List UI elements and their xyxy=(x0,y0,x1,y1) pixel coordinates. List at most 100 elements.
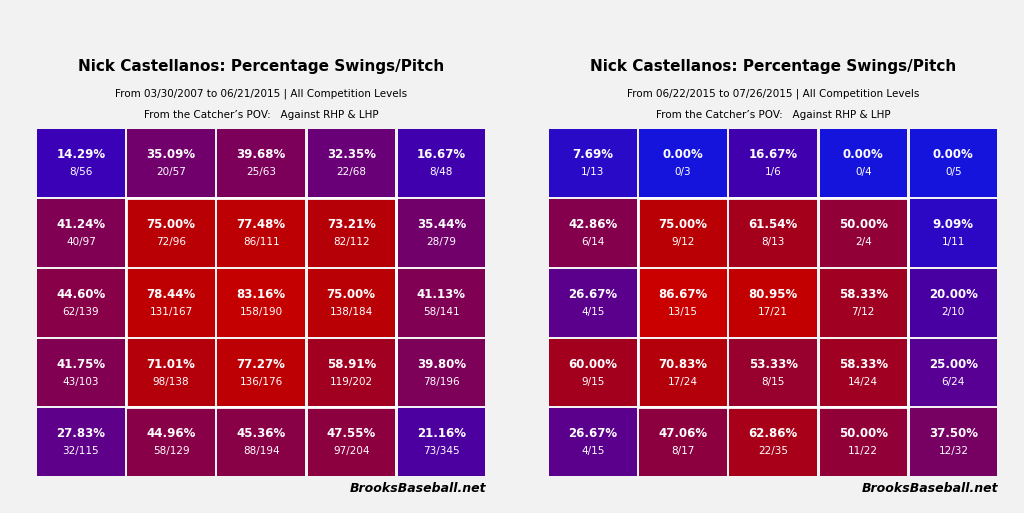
Text: 78.44%: 78.44% xyxy=(146,288,196,301)
Text: 60.00%: 60.00% xyxy=(568,358,617,370)
Text: 131/167: 131/167 xyxy=(150,307,193,317)
Text: 77.27%: 77.27% xyxy=(237,358,286,370)
Bar xyxy=(307,199,395,267)
Text: 71.01%: 71.01% xyxy=(146,358,196,370)
Text: 78/196: 78/196 xyxy=(423,377,460,386)
Text: 0.00%: 0.00% xyxy=(933,148,974,161)
Bar xyxy=(909,129,997,197)
Text: 88/194: 88/194 xyxy=(243,446,280,456)
Bar xyxy=(909,199,997,267)
Text: 80.95%: 80.95% xyxy=(749,288,798,301)
Bar xyxy=(549,408,637,476)
Bar xyxy=(549,199,637,267)
Bar xyxy=(639,199,727,267)
Bar xyxy=(127,129,215,197)
Bar xyxy=(397,269,485,337)
Text: 28/79: 28/79 xyxy=(426,237,457,247)
Text: 98/138: 98/138 xyxy=(153,377,189,386)
Bar xyxy=(819,408,907,476)
Bar xyxy=(127,269,215,337)
Text: 41.13%: 41.13% xyxy=(417,288,466,301)
Text: 4/15: 4/15 xyxy=(582,307,604,317)
Text: 4/15: 4/15 xyxy=(582,446,604,456)
Text: 12/32: 12/32 xyxy=(938,446,969,456)
Text: 8/15: 8/15 xyxy=(762,377,784,386)
Text: 0.00%: 0.00% xyxy=(663,148,703,161)
Bar xyxy=(549,129,637,197)
Bar xyxy=(819,269,907,337)
Text: 17/24: 17/24 xyxy=(668,377,698,386)
Bar xyxy=(127,408,215,476)
Text: 40/97: 40/97 xyxy=(66,237,96,247)
Text: 70.83%: 70.83% xyxy=(658,358,708,370)
Text: 43/103: 43/103 xyxy=(62,377,99,386)
Text: 32/115: 32/115 xyxy=(62,446,99,456)
Text: 39.80%: 39.80% xyxy=(417,358,466,370)
Text: 44.60%: 44.60% xyxy=(56,288,105,301)
Bar xyxy=(217,269,305,337)
Bar xyxy=(217,129,305,197)
Text: 35.44%: 35.44% xyxy=(417,218,466,231)
Bar xyxy=(909,339,997,406)
Text: 8/17: 8/17 xyxy=(672,446,694,456)
Text: 20/57: 20/57 xyxy=(156,167,186,177)
Bar xyxy=(729,129,817,197)
Bar xyxy=(729,339,817,406)
Text: 8/13: 8/13 xyxy=(762,237,784,247)
Text: BrooksBaseball.net: BrooksBaseball.net xyxy=(862,482,998,495)
Text: 1/6: 1/6 xyxy=(765,167,781,177)
Text: 7.69%: 7.69% xyxy=(572,148,613,161)
Text: 58.33%: 58.33% xyxy=(839,288,888,301)
Bar xyxy=(37,269,125,337)
Bar xyxy=(307,408,395,476)
Text: 0/3: 0/3 xyxy=(675,167,691,177)
Text: 61.54%: 61.54% xyxy=(749,218,798,231)
Text: 0/5: 0/5 xyxy=(945,167,962,177)
Text: 39.68%: 39.68% xyxy=(237,148,286,161)
Bar xyxy=(729,269,817,337)
Bar xyxy=(217,199,305,267)
Bar xyxy=(397,408,485,476)
Text: 1/11: 1/11 xyxy=(942,237,965,247)
Text: 73.21%: 73.21% xyxy=(327,218,376,231)
Text: Nick Castellanos: Percentage Swings/Pitch: Nick Castellanos: Percentage Swings/Pitc… xyxy=(590,59,956,74)
Text: 75.00%: 75.00% xyxy=(327,288,376,301)
Text: 62.86%: 62.86% xyxy=(749,427,798,440)
Bar xyxy=(307,129,395,197)
Bar xyxy=(819,199,907,267)
Text: 2/4: 2/4 xyxy=(855,237,871,247)
Text: 14/24: 14/24 xyxy=(848,377,879,386)
Text: 75.00%: 75.00% xyxy=(658,218,708,231)
Text: 62/139: 62/139 xyxy=(62,307,99,317)
Bar xyxy=(639,129,727,197)
Text: 136/176: 136/176 xyxy=(240,377,283,386)
Text: 25.00%: 25.00% xyxy=(929,358,978,370)
Text: 53.33%: 53.33% xyxy=(749,358,798,370)
Text: 9/15: 9/15 xyxy=(582,377,604,386)
Bar xyxy=(126,198,396,407)
Text: 26.67%: 26.67% xyxy=(568,427,617,440)
Text: 27.83%: 27.83% xyxy=(56,427,105,440)
Text: From the Catcher’s POV:   Against RHP & LHP: From the Catcher’s POV: Against RHP & LH… xyxy=(655,110,891,120)
Bar xyxy=(729,199,817,267)
Text: 42.86%: 42.86% xyxy=(568,218,617,231)
Text: 44.96%: 44.96% xyxy=(146,427,196,440)
Text: 11/22: 11/22 xyxy=(848,446,879,456)
Text: 86/111: 86/111 xyxy=(243,237,280,247)
Text: 20.00%: 20.00% xyxy=(929,288,978,301)
Text: 75.00%: 75.00% xyxy=(146,218,196,231)
Bar xyxy=(397,129,485,197)
Text: 32.35%: 32.35% xyxy=(327,148,376,161)
Bar xyxy=(639,269,727,337)
Bar xyxy=(217,339,305,406)
Text: From the Catcher’s POV:   Against RHP & LHP: From the Catcher’s POV: Against RHP & LH… xyxy=(143,110,379,120)
Text: From 06/22/2015 to 07/26/2015 | All Competition Levels: From 06/22/2015 to 07/26/2015 | All Comp… xyxy=(627,88,920,98)
Bar xyxy=(307,339,395,406)
Text: 0.00%: 0.00% xyxy=(843,148,884,161)
Bar xyxy=(909,269,997,337)
Bar xyxy=(37,129,125,197)
Text: 16.67%: 16.67% xyxy=(749,148,798,161)
Text: 22/68: 22/68 xyxy=(336,167,367,177)
Bar xyxy=(397,199,485,267)
Bar xyxy=(307,269,395,337)
